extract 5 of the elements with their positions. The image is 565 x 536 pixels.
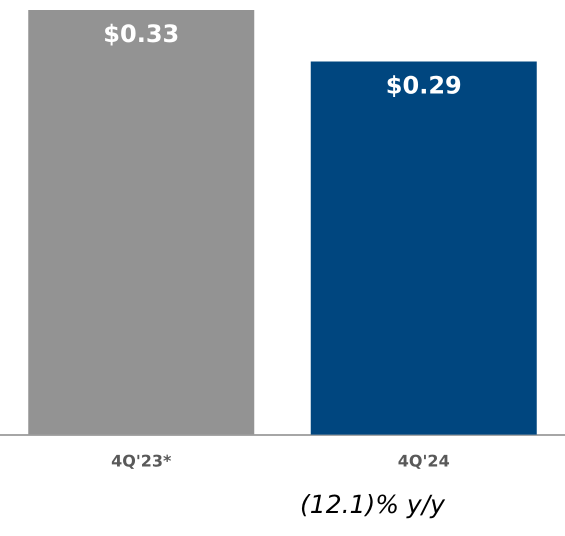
data-label: $0.29 xyxy=(386,72,462,100)
x-tick-label: 4Q'24 xyxy=(398,452,450,471)
text: (12.1)% y/y xyxy=(299,490,446,519)
x-tick-label: 4Q'23* xyxy=(111,452,172,471)
data-label: $0.33 xyxy=(103,20,180,48)
